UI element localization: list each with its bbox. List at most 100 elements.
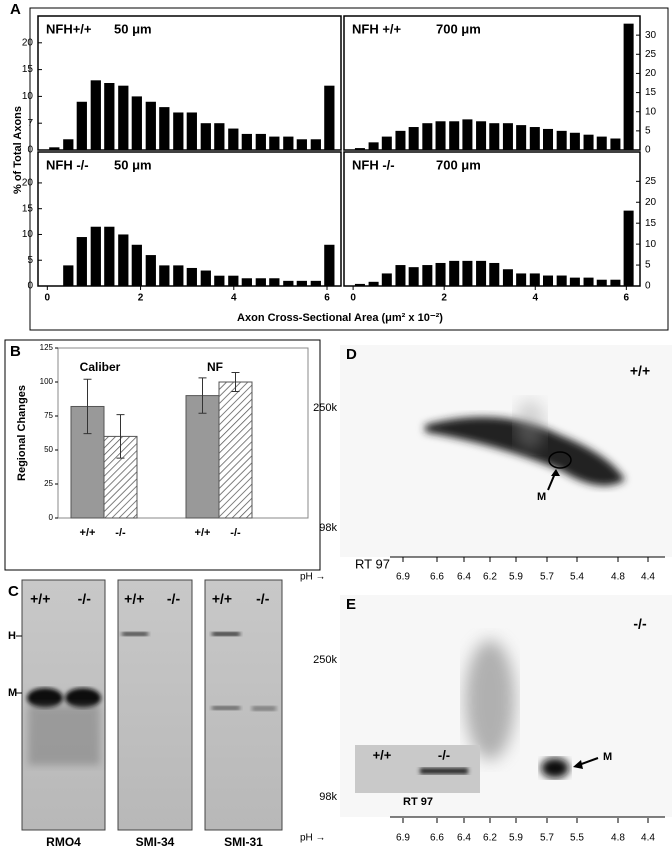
x-tick-label: 6: [324, 293, 330, 304]
bar: [283, 136, 294, 150]
y-axis-label: Regional Changes: [16, 385, 28, 481]
band-label: M: [8, 687, 17, 699]
y-tick-label: 10: [22, 229, 34, 240]
bar: [502, 269, 513, 286]
bar: [583, 134, 594, 150]
gel-band: [65, 688, 101, 708]
bar: [435, 121, 446, 150]
y-tick-label: 5: [645, 125, 651, 136]
ph-value: 5.4: [570, 572, 584, 583]
bar: [296, 280, 307, 286]
bar: [435, 262, 446, 286]
ph-value: 6.6: [430, 833, 444, 844]
genotype-label: +/+: [212, 591, 232, 607]
genotype-label: -/-: [633, 616, 647, 632]
y-tick-label: 125: [40, 343, 54, 352]
lane-label: SMI-34: [136, 835, 175, 849]
ph-value: 6.9: [396, 572, 410, 583]
gel-strip: [204, 579, 283, 831]
panel-title: NFH -/-: [46, 157, 89, 172]
y-tick-label: 50: [44, 445, 53, 454]
bar: [556, 275, 567, 286]
antibody-label: RT 97: [403, 796, 433, 808]
bar: [131, 96, 142, 150]
bar: [623, 210, 634, 286]
bar: [118, 85, 129, 150]
bar: [489, 262, 500, 286]
y-tick-label: 10: [645, 239, 657, 250]
bar: [104, 226, 115, 286]
y-tick-label: 20: [645, 197, 657, 208]
mw-label: 250k: [313, 654, 337, 666]
bar: [255, 133, 266, 150]
y-tick-label: 5: [27, 255, 33, 266]
x-tick-label: 2: [441, 293, 447, 304]
panel-subtitle: 700 μm: [436, 157, 481, 172]
plot-frame: [57, 347, 309, 519]
panel-letter: B: [10, 343, 21, 360]
bar: [583, 277, 594, 286]
bar: [395, 130, 406, 150]
bar: [214, 275, 225, 286]
y-axis-label: % of Total Axons: [12, 106, 24, 194]
y-tick-label: 5: [645, 260, 651, 271]
bar: [76, 237, 87, 286]
ph-value: 6.4: [457, 572, 471, 583]
mw-label: 250k: [313, 402, 337, 414]
panel-title: NFH+/+: [46, 21, 92, 36]
bar: [186, 112, 197, 150]
bar: [324, 85, 335, 150]
series-label: -/-: [115, 527, 126, 539]
series-label: -/-: [230, 527, 241, 539]
panel-title: NFH -/-: [352, 157, 395, 172]
bar: [296, 139, 307, 150]
bar: [200, 270, 211, 286]
genotype-label: -/-: [78, 591, 92, 607]
x-tick-label: 0: [350, 293, 356, 304]
panel-letter: E: [346, 596, 356, 613]
bar: [368, 142, 379, 150]
ph-value: 5.7: [540, 833, 554, 844]
spot-label: M: [603, 751, 612, 763]
bar: [449, 260, 460, 286]
genotype-label: -/-: [438, 747, 450, 762]
genotype-label: -/-: [256, 591, 270, 607]
bar: [529, 273, 540, 286]
bar: [228, 128, 239, 150]
arrow-head: [551, 469, 560, 476]
series-label: +/+: [80, 527, 96, 539]
y-tick-label: 10: [22, 91, 34, 102]
antibody-label: RT 97: [355, 556, 390, 571]
gel-smear: [28, 705, 100, 765]
bar: [476, 260, 487, 286]
y-tick-label: 7: [27, 118, 33, 129]
bar: [269, 136, 280, 150]
y-tick-label: 0: [645, 281, 651, 292]
bar: [381, 273, 392, 286]
y-tick-label: 20: [22, 178, 34, 189]
y-tick-label: 20: [22, 37, 34, 48]
y-tick-label: 0: [49, 513, 54, 522]
genotype-label: +/+: [30, 591, 50, 607]
bar: [173, 265, 184, 286]
ph-value: 4.8: [611, 833, 625, 844]
bar: [241, 278, 252, 286]
category-label: NF: [207, 360, 223, 374]
y-tick-label: 25: [645, 176, 657, 187]
lane-label: RMO4: [46, 835, 81, 849]
ph-value: 4.4: [641, 833, 655, 844]
bar: [269, 278, 280, 286]
gel-smear: [465, 640, 515, 760]
series-label: +/+: [195, 527, 211, 539]
gel-band: [27, 688, 63, 708]
bar: [462, 119, 473, 150]
bar: [502, 123, 513, 150]
genotype-label: +/+: [124, 591, 144, 607]
bar: [529, 127, 540, 150]
gel-band: [122, 632, 148, 636]
error-bar: [231, 371, 240, 393]
x-tick-label: 6: [624, 293, 630, 304]
spot-circle: [548, 451, 572, 469]
bar: [610, 138, 621, 150]
arrow-head: [573, 760, 583, 769]
